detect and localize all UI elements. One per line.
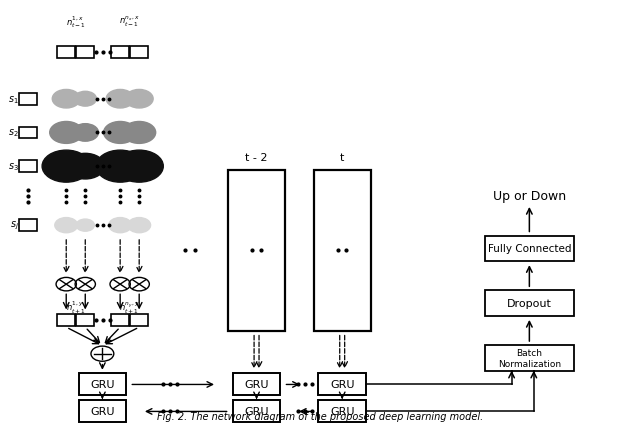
Text: Fig. 2. The network diagram of the proposed deep learning model.: Fig. 2. The network diagram of the propo…	[157, 411, 483, 421]
Circle shape	[42, 151, 90, 183]
Circle shape	[55, 218, 77, 233]
Circle shape	[125, 90, 153, 109]
Bar	[485, 291, 574, 316]
Circle shape	[74, 92, 97, 107]
Circle shape	[50, 122, 83, 144]
Text: $s_1$: $s_1$	[8, 94, 19, 105]
Text: t: t	[340, 153, 344, 163]
Bar	[131, 314, 148, 326]
Circle shape	[109, 218, 132, 233]
Bar	[79, 374, 126, 395]
Circle shape	[76, 219, 94, 232]
Bar	[19, 127, 37, 139]
Bar	[58, 47, 75, 59]
Bar	[319, 400, 366, 423]
Text: Up or Down: Up or Down	[493, 190, 566, 203]
Bar	[111, 314, 129, 326]
Circle shape	[115, 151, 163, 183]
Text: $n_{t-1}^{1,x}$: $n_{t-1}^{1,x}$	[66, 14, 86, 29]
Text: GRU: GRU	[330, 406, 355, 417]
Bar	[19, 94, 37, 105]
Text: GRU: GRU	[244, 406, 269, 417]
Bar	[131, 47, 148, 59]
Bar	[319, 374, 366, 395]
Bar	[76, 314, 94, 326]
Bar	[485, 236, 574, 262]
Circle shape	[72, 124, 99, 142]
Text: Batch
Normalization: Batch Normalization	[498, 348, 561, 368]
Bar	[58, 314, 75, 326]
Circle shape	[52, 90, 80, 109]
Text: GRU: GRU	[330, 380, 355, 389]
Bar	[485, 345, 574, 371]
Bar	[79, 400, 126, 423]
Text: Fully Connected: Fully Connected	[488, 244, 571, 254]
Circle shape	[106, 90, 134, 109]
Text: $n_{t-1}^{n_x,x}$: $n_{t-1}^{n_x,x}$	[120, 14, 140, 29]
Circle shape	[96, 151, 144, 183]
Text: GRU: GRU	[90, 380, 115, 389]
Circle shape	[104, 122, 137, 144]
Text: $n_{t+1}^{n_y,y}$: $n_{t+1}^{n_y,y}$	[120, 300, 140, 315]
Circle shape	[66, 154, 104, 179]
Text: $n_{t+1}^{1,y}$: $n_{t+1}^{1,y}$	[66, 299, 86, 316]
Bar	[111, 47, 129, 59]
Bar	[76, 47, 94, 59]
Circle shape	[128, 218, 150, 233]
Bar	[19, 220, 37, 231]
Bar	[228, 171, 285, 331]
Bar	[314, 171, 371, 331]
Text: $s_3$: $s_3$	[8, 161, 19, 173]
Bar	[233, 374, 280, 395]
Text: t - 2: t - 2	[245, 153, 268, 163]
Text: GRU: GRU	[90, 406, 115, 417]
Bar	[19, 161, 37, 173]
Circle shape	[123, 122, 156, 144]
Bar	[233, 400, 280, 423]
Text: $s_2$: $s_2$	[8, 127, 19, 139]
Text: GRU: GRU	[244, 380, 269, 389]
Text: $s_j$: $s_j$	[10, 219, 19, 232]
Text: Dropout: Dropout	[507, 298, 552, 308]
